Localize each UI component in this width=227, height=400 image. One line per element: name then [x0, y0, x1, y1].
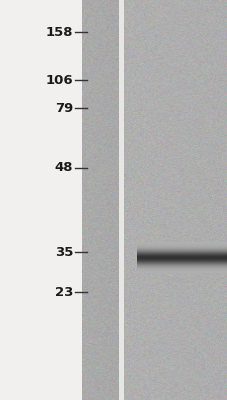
Text: 106: 106	[45, 74, 73, 86]
Text: 35: 35	[54, 246, 73, 258]
Bar	[119, 0, 123, 400]
Text: 48: 48	[54, 162, 73, 174]
Text: 23: 23	[54, 286, 73, 298]
Text: 79: 79	[54, 102, 73, 114]
Text: 158: 158	[45, 26, 73, 38]
